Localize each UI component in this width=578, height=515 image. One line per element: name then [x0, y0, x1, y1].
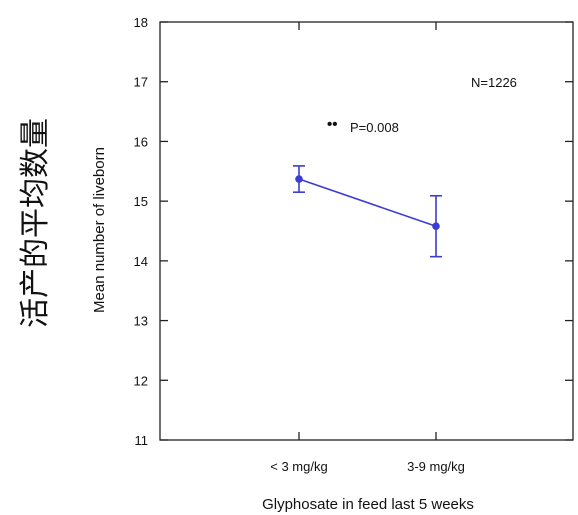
y-tick-label: 14	[134, 254, 148, 269]
y-axis-label: Mean number of liveborn	[91, 147, 108, 313]
data-point	[432, 222, 440, 231]
x-axis: < 3 mg/kg 3-9 mg/kg	[270, 22, 465, 474]
y-tick-label: 18	[134, 15, 148, 30]
series-group	[293, 165, 442, 258]
y-tick-label: 13	[134, 314, 148, 329]
data-point	[295, 175, 303, 183]
y-tick-label: 11	[135, 433, 149, 448]
p-value-annotation: P=0.008	[350, 120, 399, 135]
y-tick-label: 15	[134, 194, 148, 209]
x-tick-label: < 3 mg/kg	[270, 459, 327, 474]
plot-frame	[159, 21, 574, 441]
y-axis: 11 12 13 14 15 16 17 18	[134, 15, 573, 448]
sample-size-annotation: N=1226	[471, 75, 517, 90]
significance-marks: ••	[327, 116, 338, 133]
y-tick-label: 16	[134, 134, 148, 149]
y-tick-label: 17	[134, 75, 148, 90]
outer-y-axis-label: 活产的平均数量	[18, 118, 53, 328]
y-tick-label: 12	[134, 373, 148, 388]
plot-area-border	[159, 21, 574, 441]
x-tick-label: 3-9 mg/kg	[407, 459, 465, 474]
x-axis-label: Glyphosate in feed last 5 weeks	[262, 496, 474, 513]
series-line	[298, 178, 437, 227]
